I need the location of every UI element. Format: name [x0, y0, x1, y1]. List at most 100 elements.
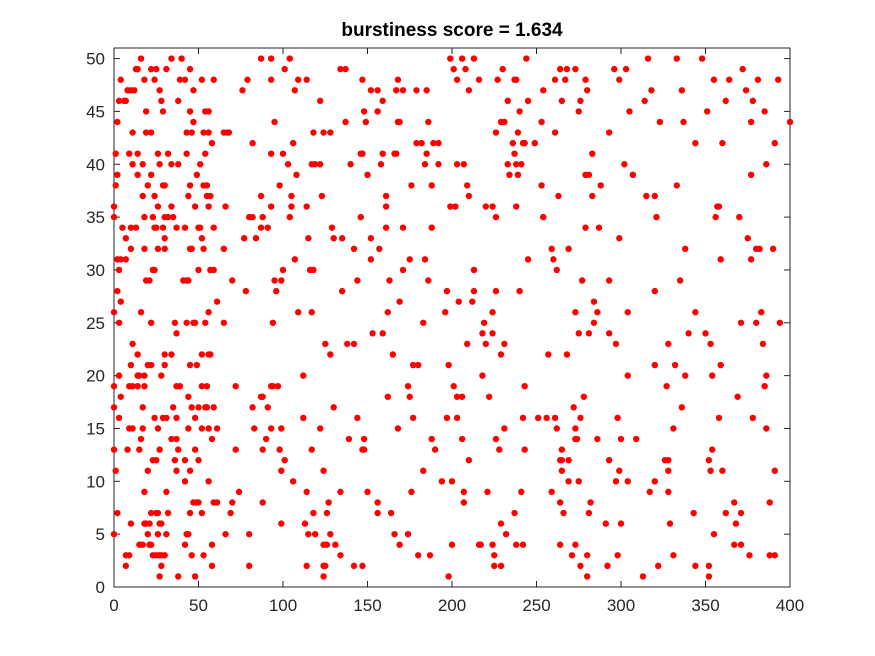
spike-point: [578, 277, 586, 284]
spike-point: [220, 319, 228, 326]
spike-point: [127, 520, 135, 527]
spike-point: [739, 65, 746, 73]
spike-point: [616, 235, 623, 242]
spike-point: [742, 87, 750, 94]
x-tick-label: 300: [607, 596, 635, 615]
spike-point: [602, 520, 609, 527]
spike-point: [582, 224, 589, 231]
spike-point: [110, 446, 118, 453]
y-tick-label: 30: [86, 261, 105, 280]
spike-point: [577, 97, 584, 105]
spike-point: [421, 161, 429, 168]
spike-point: [558, 467, 566, 474]
spike-point: [175, 97, 182, 105]
spike-point: [485, 393, 493, 400]
spike-point: [430, 139, 437, 147]
spike-point: [251, 425, 258, 432]
spike-point: [141, 372, 148, 379]
spike-point: [186, 467, 194, 474]
spike-point: [181, 76, 189, 83]
spike-point: [141, 76, 148, 83]
spike-point: [641, 97, 648, 105]
spike-point: [653, 213, 660, 221]
spike-point: [705, 456, 713, 464]
spike-point: [761, 108, 768, 115]
spike-point: [435, 139, 442, 147]
spike-point: [479, 372, 486, 379]
spike-point: [577, 562, 584, 570]
spike-point: [110, 203, 118, 210]
spike-point: [450, 382, 457, 390]
spike-point: [173, 330, 180, 337]
spike-point: [225, 129, 233, 136]
spike-point: [115, 266, 123, 274]
spike-point: [114, 118, 121, 126]
spike-point: [511, 150, 518, 157]
spike-point: [110, 213, 118, 221]
spike-point: [284, 161, 292, 168]
spike-point: [408, 488, 415, 496]
spike-point: [176, 382, 184, 390]
spike-point: [112, 182, 119, 189]
spike-point: [379, 330, 386, 337]
spike-point: [320, 467, 327, 474]
spike-point: [604, 562, 611, 570]
spike-point: [269, 382, 277, 390]
spike-point: [420, 467, 427, 474]
spike-point: [477, 541, 484, 548]
spike-point: [183, 150, 190, 157]
spike-point: [560, 509, 567, 517]
y-tick-label: 15: [86, 419, 105, 438]
spike-point: [139, 161, 146, 168]
spike-point: [198, 425, 206, 432]
spike-point: [570, 404, 577, 411]
spike-point: [232, 382, 239, 390]
spike-point: [513, 203, 520, 210]
spike-point: [443, 287, 451, 295]
spike-point: [119, 224, 126, 231]
spike-point: [421, 256, 429, 263]
spike-point: [572, 309, 579, 316]
spike-point: [605, 277, 613, 284]
spike-point: [191, 446, 199, 453]
spike-point: [749, 414, 757, 422]
spike-point: [374, 509, 381, 517]
spike-point: [404, 382, 412, 390]
spike-point: [479, 330, 486, 337]
spike-point: [629, 171, 637, 179]
spike-point: [491, 552, 498, 559]
spike-point: [264, 224, 271, 231]
spike-point: [129, 129, 136, 136]
spike-point: [551, 76, 559, 83]
spike-point: [670, 425, 677, 432]
spike-point: [139, 425, 146, 432]
spike-point: [323, 541, 331, 548]
spike-point: [289, 139, 297, 147]
spike-point: [722, 97, 729, 105]
spike-point: [115, 372, 123, 379]
spike-point: [259, 446, 266, 453]
spike-point: [161, 351, 168, 358]
spike-point: [350, 562, 358, 570]
spike-point: [377, 161, 385, 168]
spike-point: [394, 76, 402, 83]
spike-point: [323, 509, 331, 517]
spike-point: [154, 203, 162, 210]
y-tick-label: 35: [86, 208, 105, 227]
spike-point: [274, 382, 282, 390]
spike-point: [126, 552, 133, 559]
spike-point: [350, 340, 358, 348]
spike-point: [666, 520, 674, 527]
spike-point: [491, 562, 498, 570]
spike-point: [193, 171, 201, 179]
spike-point: [134, 382, 141, 390]
spike-point: [191, 414, 199, 422]
spike-point: [717, 361, 724, 369]
spike-point: [509, 139, 517, 147]
spike-point: [584, 573, 591, 580]
spike-point: [572, 65, 579, 73]
spike-point: [252, 235, 260, 242]
spike-point: [281, 65, 288, 73]
spike-point: [489, 330, 496, 337]
spike-point: [654, 562, 662, 570]
